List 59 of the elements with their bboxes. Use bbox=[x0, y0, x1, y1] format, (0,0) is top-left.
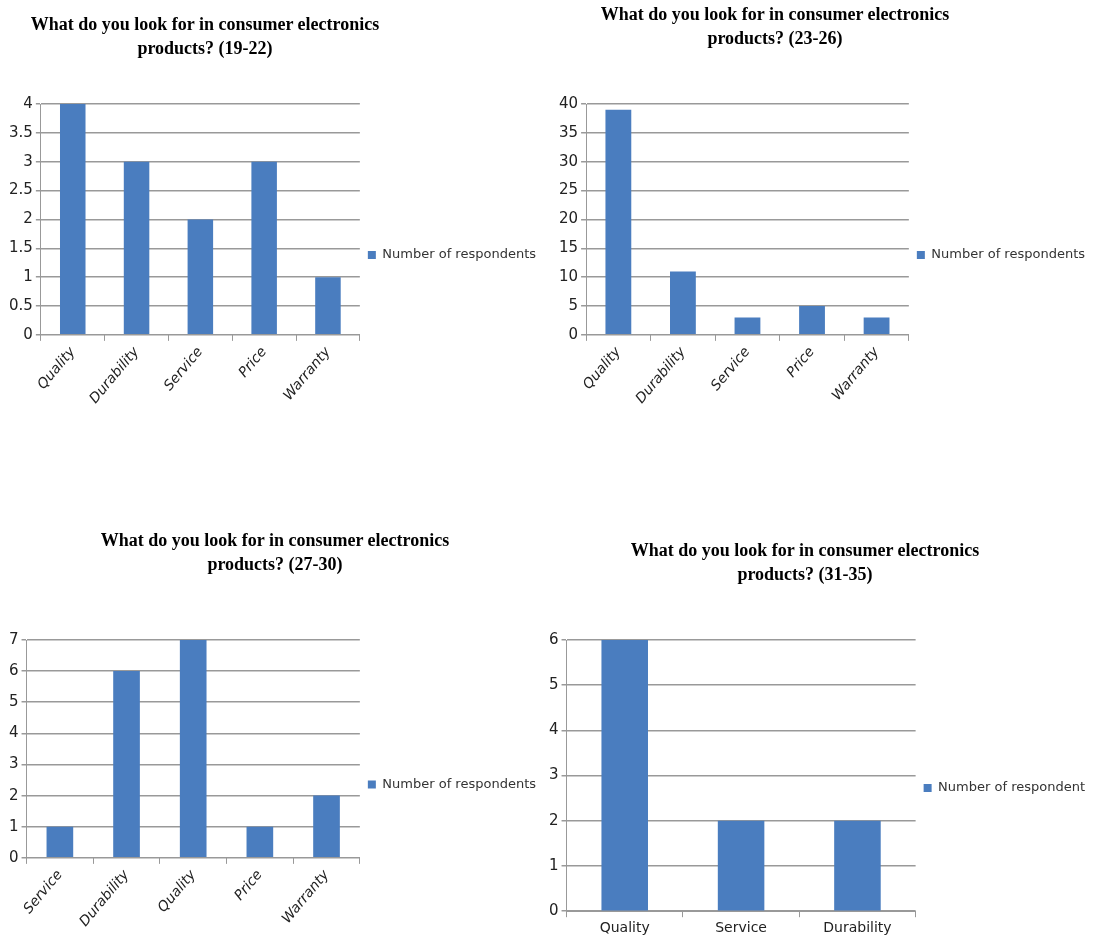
bar bbox=[187, 219, 214, 335]
bar bbox=[179, 640, 207, 858]
chart-title: What do you look for in consumer electronics products? (23-26) bbox=[599, 3, 951, 50]
chart-title: What do you look for in consumer electronics products? (19-22) bbox=[29, 13, 381, 60]
legend-label: Number of respondents bbox=[382, 775, 537, 791]
y-tick-label: 2 bbox=[23, 209, 33, 228]
bar bbox=[605, 109, 632, 335]
y-tick-label: 6 bbox=[9, 661, 19, 680]
bar bbox=[123, 161, 150, 335]
legend-label: Number of respondents bbox=[382, 246, 537, 262]
y-tick-label: 4 bbox=[23, 93, 33, 112]
y-tick-label: 35 bbox=[558, 122, 579, 141]
y-tick-label: 2 bbox=[9, 785, 19, 804]
y-tick-label: 1 bbox=[9, 816, 19, 835]
bar bbox=[46, 826, 74, 858]
y-tick-label: 30 bbox=[558, 151, 579, 170]
y-tick-label: 3 bbox=[23, 151, 33, 170]
x-tick-label: Service bbox=[715, 919, 767, 936]
bar bbox=[246, 826, 274, 858]
y-tick-label: 0.5 bbox=[9, 295, 33, 314]
y-tick-label: 15 bbox=[558, 238, 579, 257]
legend-label: Number of respondents bbox=[931, 246, 1086, 262]
bar bbox=[670, 271, 696, 335]
bar bbox=[315, 277, 341, 335]
bar bbox=[60, 104, 86, 335]
y-tick-label: 5 bbox=[568, 295, 579, 314]
chart-title: What do you look for in consumer electronics products? (31-35) bbox=[629, 539, 981, 586]
y-tick-label: 2.5 bbox=[9, 180, 33, 199]
y-tick-label: 0 bbox=[9, 847, 19, 866]
y-tick-label: 4 bbox=[549, 720, 559, 739]
y-tick-label: 0 bbox=[549, 901, 559, 920]
chart-title: What do you look for in consumer electronics products? (27-30) bbox=[99, 529, 451, 576]
y-tick-label: 4 bbox=[9, 723, 19, 742]
y-tick-label: 1 bbox=[549, 855, 559, 874]
y-tick-label: 0 bbox=[23, 324, 33, 343]
legend-label: Number of respondent bbox=[938, 779, 1086, 795]
y-tick-label: 2 bbox=[549, 810, 559, 829]
y-tick-label: 20 bbox=[558, 209, 579, 228]
bar bbox=[251, 161, 277, 335]
bar bbox=[734, 317, 761, 335]
bar bbox=[113, 671, 140, 858]
y-tick-label: 5 bbox=[9, 692, 19, 711]
y-tick-label: 10 bbox=[558, 267, 579, 286]
y-tick-label: 1.5 bbox=[9, 238, 33, 257]
y-tick-label: 5 bbox=[549, 675, 559, 694]
y-tick-label: 1 bbox=[23, 267, 33, 286]
y-tick-label: 0 bbox=[568, 324, 579, 343]
y-tick-label: 25 bbox=[558, 180, 579, 199]
bar bbox=[313, 795, 340, 858]
x-tick-label: Durability bbox=[823, 919, 892, 936]
y-tick-label: 7 bbox=[9, 629, 19, 648]
bar bbox=[799, 306, 825, 335]
y-tick-label: 40 bbox=[558, 93, 579, 112]
y-tick-label: 6 bbox=[549, 629, 559, 648]
x-tick-label: Quality bbox=[599, 919, 650, 936]
bar bbox=[863, 317, 890, 335]
y-tick-label: 3 bbox=[549, 765, 559, 784]
y-tick-label: 3 bbox=[9, 754, 19, 773]
y-tick-label: 3.5 bbox=[9, 122, 33, 141]
